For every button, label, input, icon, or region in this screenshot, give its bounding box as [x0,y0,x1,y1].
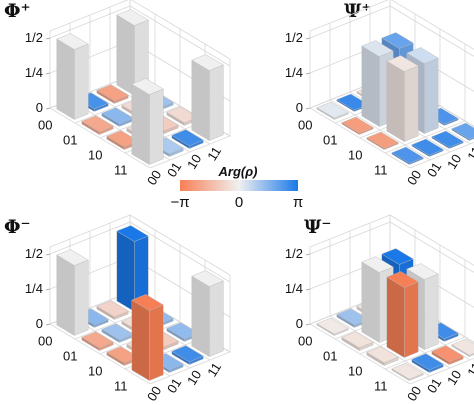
density-bar-11-00 [131,294,164,381]
density-bar-10-01 [386,271,419,358]
density-bar-10-01 [386,55,419,142]
row-label: 00 [298,118,312,133]
col-label: 10 [444,368,464,388]
row-label: 01 [63,133,77,148]
col-label: 10 [444,152,464,172]
density-bar-01-00 [341,116,374,135]
row-label: 11 [374,379,388,394]
row-label: 01 [63,349,77,364]
density-bar-11-11 [191,54,224,141]
row-label: 10 [348,364,362,379]
col-label: 10 [184,368,204,388]
row-label: 00 [38,118,52,133]
density-bar-00-00 [56,33,89,120]
density-bar-01-00 [81,331,114,351]
density-bar-11-10 [171,345,204,365]
density-bar-11-01 [411,353,444,373]
z-tick-label: 1/2 [285,30,303,45]
colorbar-tick-neg: −π [170,194,189,211]
density-bar-00-00 [316,101,349,120]
density-bar-01-01 [101,107,134,127]
z-tick-label: 0 [36,100,43,115]
density-bar-10-00 [366,131,399,150]
bars [316,248,474,381]
density-bar-00-00 [316,317,349,336]
col-label: 11 [204,144,224,163]
row-label: 10 [348,148,362,163]
density-bar-01-00 [81,115,114,135]
colorbar-gradient [180,180,298,191]
density-bar-10-11 [166,106,199,126]
bars [316,32,474,165]
panel-title-phi-minus: Φ⁻ [4,216,31,238]
col-label: 00 [144,384,164,404]
density-bar-11-10 [431,130,464,149]
density-bar-11-10 [431,345,464,365]
density-bar-00-10 [96,300,129,320]
bars [56,9,224,165]
row-label: 11 [114,379,128,394]
density-bar-11-00 [131,78,164,165]
col-label: 11 [464,360,474,379]
row-label: 10 [88,148,102,163]
col-label: 00 [144,168,164,188]
row-label: 00 [38,334,52,349]
row-label: 00 [298,334,312,349]
z-tick-label: 0 [296,316,303,331]
z-tick-label: 1/4 [25,281,43,296]
z-tick-label: 1/4 [25,65,43,80]
density-bar-11-00 [391,146,424,165]
panel-title-psi-minus: Ψ⁻ [304,216,331,238]
density-bar-11-00 [391,362,424,381]
col-label: 00 [404,384,424,404]
density-bar-01-00 [341,331,374,351]
density-bar-10-00 [366,346,399,366]
row-label: 11 [114,163,128,178]
z-tick-label: 0 [36,316,43,331]
col-label: 01 [164,376,184,396]
density-bar-11-11 [191,270,224,357]
density-bar-00-11 [116,9,149,96]
colorbar-tick-zero: 0 [235,194,243,211]
z-tick-label: 1/4 [285,281,303,296]
z-tick-label: 0 [296,100,303,115]
col-label: 01 [164,160,184,180]
z-tick-label: 1/4 [285,65,303,80]
density-bar-11-11 [451,122,474,141]
colorbar-tick-pos: π [293,194,303,211]
colorbar: Arg(ρ) −π 0 π [170,164,303,211]
bars [56,225,224,381]
col-label: 01 [424,376,444,396]
col-label: 11 [464,144,474,163]
row-label: 01 [323,349,337,364]
col-label: 01 [424,160,444,180]
panel-title-phi-plus: Φ⁺ [4,0,31,22]
colorbar-label: Arg(ρ) [218,164,258,179]
z-tick-label: 1/2 [285,246,303,261]
density-bar-00-10 [96,84,129,104]
density-bar-11-11 [451,338,474,357]
density-bar-11-01 [411,138,444,157]
row-label: 10 [88,364,102,379]
z-tick-label: 1/2 [25,30,43,45]
col-label: 00 [404,168,424,188]
row-label: 11 [374,163,388,178]
density-bar-11-10 [171,129,204,149]
density-bar-00-11 [116,225,149,312]
density-bar-00-00 [56,249,89,336]
z-tick-label: 1/2 [25,246,43,261]
row-label: 01 [323,133,337,148]
col-label: 10 [184,152,204,172]
col-label: 11 [204,360,224,379]
